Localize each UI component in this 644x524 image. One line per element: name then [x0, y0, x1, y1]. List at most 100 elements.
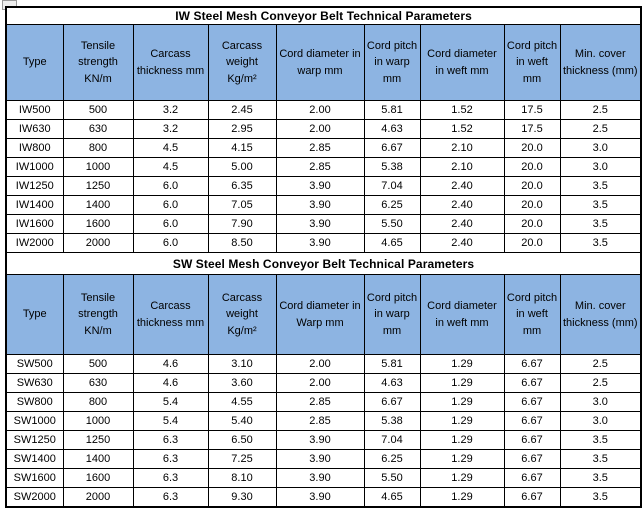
value-cell: 3.5: [559, 195, 642, 215]
value-cell: 2000: [62, 233, 134, 253]
value-cell: 500: [62, 100, 134, 120]
iw-title-row: IW Steel Mesh Conveyor Belt Technical Pa…: [5, 6, 642, 25]
value-cell: 2.40: [419, 214, 505, 234]
type-cell: IW1000: [5, 157, 64, 177]
value-cell: 8.50: [207, 233, 277, 253]
value-cell: 5.4: [132, 392, 209, 412]
column-header-carcass-weight: Carcass weight Kg/m²: [207, 24, 277, 101]
type-cell: SW1400: [5, 449, 64, 469]
value-cell: 2.10: [419, 138, 505, 158]
table-row: SW800 800 5.4 4.55 2.85 6.67 1.29 6.67 3.0: [5, 392, 642, 412]
value-cell: 5.4: [132, 411, 209, 431]
value-cell: 20.0: [503, 157, 561, 177]
value-cell: 3.90: [275, 487, 365, 508]
type-cell: SW1250: [5, 430, 64, 450]
value-cell: 6.67: [503, 411, 561, 431]
value-cell: 3.90: [275, 214, 365, 234]
value-cell: 3.90: [275, 176, 365, 196]
value-cell: 5.81: [363, 100, 421, 120]
value-cell: 3.5: [559, 430, 642, 450]
value-cell: 1.52: [419, 119, 505, 139]
value-cell: 6.0: [132, 233, 209, 253]
value-cell: 3.90: [275, 430, 365, 450]
table-row: IW1400 1400 6.0 7.05 3.90 6.25 2.40 20.0 3.5: [5, 195, 642, 215]
value-cell: 2.00: [275, 100, 365, 120]
column-header-cord-diameter-warp: Cord diameter in Warp mm: [275, 274, 365, 355]
table-row: SW2000 2000 6.3 9.30 3.90 4.65 1.29 6.67 3.5: [5, 487, 642, 508]
value-cell: 2.40: [419, 195, 505, 215]
value-cell: 3.0: [559, 138, 642, 158]
value-cell: 1000: [62, 411, 134, 431]
type-cell: SW2000: [5, 487, 64, 508]
value-cell: 2.85: [275, 138, 365, 158]
type-cell: SW800: [5, 392, 64, 412]
value-cell: 800: [62, 392, 134, 412]
value-cell: 6.67: [503, 392, 561, 412]
value-cell: 4.65: [363, 487, 421, 508]
value-cell: 3.0: [559, 411, 642, 431]
column-header-type: Type: [5, 24, 64, 101]
column-header-carcass-thickness: Carcass thickness mm: [132, 274, 209, 355]
value-cell: 1250: [62, 176, 134, 196]
iw-table-title: IW Steel Mesh Conveyor Belt Technical Pa…: [5, 6, 642, 25]
table-row: IW2000 2000 6.0 8.50 3.90 4.65 2.40 20.0 3.5: [5, 233, 642, 253]
value-cell: 5.38: [363, 157, 421, 177]
sw-table-body: SW500 500 4.6 3.10 2.00 5.81 1.29 6.67 2.5 SW630 6…: [5, 354, 642, 508]
value-cell: 6.0: [132, 195, 209, 215]
value-cell: 6.67: [503, 487, 561, 508]
value-cell: 4.55: [207, 392, 277, 412]
value-cell: 6.67: [503, 430, 561, 450]
table-row: SW1600 1600 6.3 8.10 3.90 5.50 1.29 6.67 3.5: [5, 468, 642, 488]
value-cell: 630: [62, 119, 134, 139]
value-cell: 6.0: [132, 214, 209, 234]
sw-title-row: SW Steel Mesh Conveyor Belt Technical Pa…: [5, 252, 642, 275]
value-cell: 7.25: [207, 449, 277, 469]
column-header-min-cover-thickness: Min. cover thickness (mm): [559, 274, 642, 355]
value-cell: 20.0: [503, 214, 561, 234]
value-cell: 5.50: [363, 214, 421, 234]
value-cell: 6.67: [363, 392, 421, 412]
value-cell: 1600: [62, 214, 134, 234]
value-cell: 4.6: [132, 373, 209, 393]
value-cell: 6.0: [132, 176, 209, 196]
value-cell: 6.67: [503, 354, 561, 374]
steel-mesh-spec-table: IW Steel Mesh Conveyor Belt Technical Pa…: [5, 6, 643, 508]
value-cell: 4.6: [132, 354, 209, 374]
value-cell: 6.50: [207, 430, 277, 450]
value-cell: 6.25: [363, 449, 421, 469]
value-cell: 6.3: [132, 430, 209, 450]
value-cell: 630: [62, 373, 134, 393]
value-cell: 800: [62, 138, 134, 158]
type-cell: IW1250: [5, 176, 64, 196]
table-row: IW1000 1000 4.5 5.00 2.85 5.38 2.10 20.0 3.0: [5, 157, 642, 177]
value-cell: 6.3: [132, 449, 209, 469]
value-cell: 3.90: [275, 233, 365, 253]
column-header-type: Type: [5, 274, 64, 355]
value-cell: 4.15: [207, 138, 277, 158]
value-cell: 3.5: [559, 176, 642, 196]
value-cell: 2.5: [559, 373, 642, 393]
column-header-cord-diameter-weft: Cord diameter in weft mm: [419, 24, 505, 101]
table-row: SW630 630 4.6 3.60 2.00 4.63 1.29 6.67 2.5: [5, 373, 642, 393]
table-row: IW500 500 3.2 2.45 2.00 5.81 1.52 17.5 2.5: [5, 100, 642, 120]
value-cell: 2000: [62, 487, 134, 508]
column-header-tensile-strength: Tensile strength KN/m: [62, 24, 134, 101]
value-cell: 2.95: [207, 119, 277, 139]
value-cell: 17.5: [503, 100, 561, 120]
value-cell: 6.67: [503, 449, 561, 469]
column-header-cord-pitch-warp: Cord pitch in warp mm: [363, 24, 421, 101]
value-cell: 3.2: [132, 100, 209, 120]
value-cell: 1.29: [419, 449, 505, 469]
value-cell: 2.85: [275, 411, 365, 431]
value-cell: 7.90: [207, 214, 277, 234]
value-cell: 6.25: [363, 195, 421, 215]
table-row: IW1600 1600 6.0 7.90 3.90 5.50 2.40 20.0 3.5: [5, 214, 642, 234]
value-cell: 1600: [62, 468, 134, 488]
value-cell: 2.85: [275, 392, 365, 412]
column-header-tensile-strength: Tensile strength KN/m: [62, 274, 134, 355]
value-cell: 2.00: [275, 119, 365, 139]
value-cell: 6.3: [132, 487, 209, 508]
value-cell: 7.05: [207, 195, 277, 215]
table-row: SW1000 1000 5.4 5.40 2.85 5.38 1.29 6.67 3.0: [5, 411, 642, 431]
value-cell: 3.60: [207, 373, 277, 393]
